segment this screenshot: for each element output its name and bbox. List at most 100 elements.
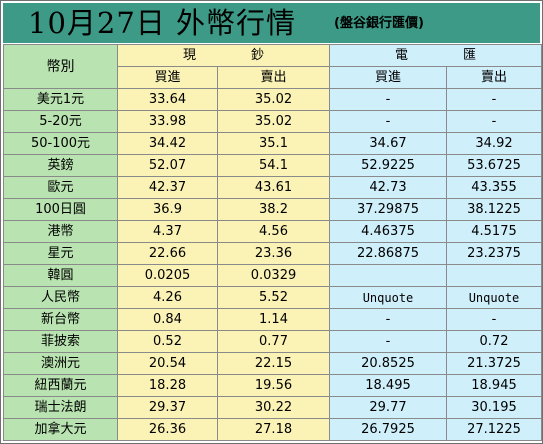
currency-name-cell: 英鎊	[3, 154, 118, 177]
wire-buy-cell: -	[329, 88, 447, 111]
cash-sell-cell: 27.18	[217, 418, 330, 441]
currency-name-cell: 紐西蘭元	[3, 374, 118, 397]
wire-buy-cell: -	[329, 110, 447, 133]
page-title: 10月27日 外幣行情	[28, 6, 297, 40]
table-row: 紐西蘭元 18.28 19.56 18.495 18.945	[3, 374, 542, 397]
cash-sell-cell: 5.52	[217, 286, 330, 309]
currency-name-cell: 星元	[3, 242, 118, 265]
cash-sell-cell: 35.1	[217, 132, 330, 155]
wire-sell-cell: 27.1225	[446, 418, 542, 441]
wire-buy-cell: -	[329, 330, 447, 353]
wire-sell-cell: Unquote	[446, 286, 542, 309]
cash-sell-cell: 0.77	[217, 330, 330, 353]
header-row-groups: 幣別 現鈔 電匯	[3, 44, 542, 89]
cash-sell-cell: 23.36	[217, 242, 330, 265]
currency-column-header: 幣別	[3, 44, 118, 89]
cash-buy-cell: 34.42	[117, 132, 218, 155]
table-row: 英鎊 52.07 54.1 52.9225 53.6725	[3, 154, 542, 177]
table-row: 5-20元 33.98 35.02- -	[3, 110, 542, 133]
currency-name-cell: 加拿大元	[3, 418, 118, 441]
cash-buy-cell: 0.0205	[117, 264, 218, 287]
wire-buy-cell: 52.9225	[329, 154, 447, 177]
table-row: 人民幣 4.26 5.52 Unquote Unquote	[3, 286, 542, 309]
wire-sell-cell: 18.945	[446, 374, 542, 397]
wire-buy-cell: 26.7925	[329, 418, 447, 441]
cash-sell-cell: 22.15	[217, 352, 330, 375]
cash-sell-cell: 38.2	[217, 198, 330, 221]
wire-group-label-2: 匯	[463, 47, 477, 63]
cash-buy-cell: 4.26	[117, 286, 218, 309]
table-row: 歐元 42.37 43.61 42.73 43.355	[3, 176, 542, 199]
currency-name-cell: 人民幣	[3, 286, 118, 309]
cash-sell-cell: 35.02	[217, 110, 330, 133]
cash-group-header: 現鈔	[117, 44, 330, 67]
cash-buy-cell: 33.64	[117, 88, 218, 111]
currency-name-cell: 美元1元	[3, 88, 118, 111]
currency-name-cell: 韓圓	[3, 264, 118, 287]
currency-name-cell: 歐元	[3, 176, 118, 199]
wire-buy-cell: 34.67	[329, 132, 447, 155]
cash-sell-cell: 30.22	[217, 396, 330, 419]
wire-sell-cell: 23.2375	[446, 242, 542, 265]
cash-group-label-2: 鈔	[251, 47, 265, 63]
currency-name-cell: 100日圓	[3, 198, 118, 221]
cash-buy-cell: 36.9	[117, 198, 218, 221]
wire-sell-cell: 53.6725	[446, 154, 542, 177]
table-row: 100日圓 36.9 38.2 37.29875 38.1225	[3, 198, 542, 221]
table-row: 菲披索 0.52 0.77-0.72	[3, 330, 542, 353]
cash-group-label-1: 現	[182, 47, 196, 63]
table-row: 50-100元 34.42 35.1 34.67 34.92	[3, 132, 542, 155]
wire-group-label-1: 電	[394, 47, 408, 63]
table-row: 星元 22.66 23.36 22.86875 23.2375	[3, 242, 542, 265]
cash-buy-header: 買進	[117, 66, 218, 89]
cash-sell-header: 賣出	[217, 66, 330, 89]
exchange-rate-table: 幣別 現鈔 電匯 買進 賣出 買進 賣出 美元1元 33.64 35.02- -5-2…	[3, 44, 542, 441]
wire-buy-header: 買進	[329, 66, 447, 89]
table-row: 澳洲元 20.54 22.15 20.8525 21.3725	[3, 352, 542, 375]
table-row: 韓圓 0.0205 0.0329	[3, 264, 542, 287]
currency-name-cell: 50-100元	[3, 132, 118, 155]
cash-buy-cell: 0.84	[117, 308, 218, 331]
cash-buy-cell: 20.54	[117, 352, 218, 375]
cash-buy-cell: 33.98	[117, 110, 218, 133]
wire-buy-cell: 18.495	[329, 374, 447, 397]
wire-sell-cell: -	[446, 308, 542, 331]
wire-buy-cell: 37.29875	[329, 198, 447, 221]
wire-sell-cell: 38.1225	[446, 198, 542, 221]
cash-buy-cell: 52.07	[117, 154, 218, 177]
wire-sell-cell: 30.195	[446, 396, 542, 419]
wire-buy-cell: 20.8525	[329, 352, 447, 375]
header-row-columns: 買進 賣出 買進 賣出	[4, 66, 542, 89]
wire-buy-cell: 42.73	[329, 176, 447, 199]
wire-group-header: 電匯	[329, 44, 542, 67]
wire-sell-cell: 4.5175	[446, 220, 542, 243]
currency-name-cell: 港幣	[3, 220, 118, 243]
table-row: 美元1元 33.64 35.02- -	[3, 88, 542, 111]
cash-sell-cell: 19.56	[217, 374, 330, 397]
wire-sell-cell: 21.3725	[446, 352, 542, 375]
wire-sell-cell	[446, 264, 542, 287]
wire-sell-cell: 34.92	[446, 132, 542, 155]
page-subtitle: (盤谷銀行匯價)	[334, 16, 424, 31]
wire-buy-cell: 4.46375	[329, 220, 447, 243]
currency-name-cell: 澳洲元	[3, 352, 118, 375]
table-row: 加拿大元 26.36 27.18 26.7925 27.1225	[3, 418, 542, 441]
currency-name-cell: 瑞士法朗	[3, 396, 118, 419]
wire-sell-cell: -	[446, 88, 542, 111]
cash-buy-cell: 18.28	[117, 374, 218, 397]
table-row: 新台幣 0.84 1.14- -	[3, 308, 542, 331]
cash-buy-cell: 0.52	[117, 330, 218, 353]
cash-sell-cell: 1.14	[217, 308, 330, 331]
cash-buy-cell: 26.36	[117, 418, 218, 441]
wire-buy-cell: -	[329, 308, 447, 331]
cash-sell-cell: 35.02	[217, 88, 330, 111]
wire-sell-cell: 43.355	[446, 176, 542, 199]
wire-buy-cell	[329, 264, 447, 287]
wire-buy-cell: 22.86875	[329, 242, 447, 265]
table-row: 港幣 4.37 4.56 4.46375 4.5175	[3, 220, 542, 243]
cash-sell-cell: 54.1	[217, 154, 330, 177]
wire-sell-cell: -	[446, 110, 542, 133]
cash-buy-cell: 4.37	[117, 220, 218, 243]
cash-buy-cell: 22.66	[117, 242, 218, 265]
